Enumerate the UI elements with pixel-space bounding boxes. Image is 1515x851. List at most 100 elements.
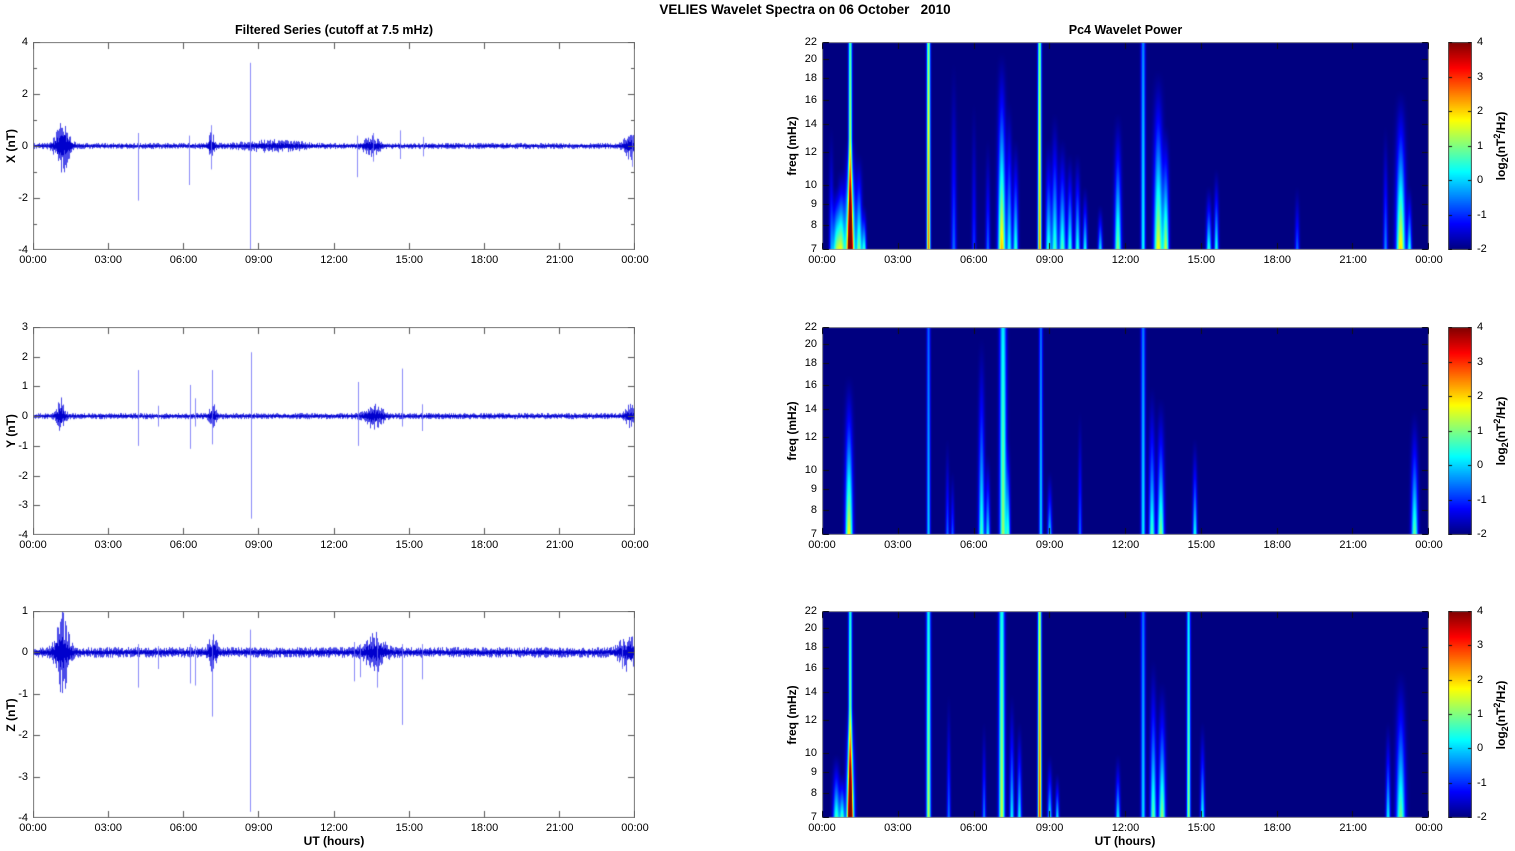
freq-tick-label: 8	[810, 503, 817, 516]
x-tick-label: 21:00	[1339, 254, 1367, 266]
freq-tick-label: 22	[804, 36, 817, 48]
freq-tick-label: 18	[804, 72, 817, 85]
y-tick-label: 2	[21, 88, 28, 100]
freq-tick-label: 8	[810, 218, 817, 231]
x-tick-label: 21:00	[1339, 539, 1367, 551]
freq-tick-label: 12	[804, 430, 817, 443]
colorbar-tick-label: 1	[1477, 139, 1484, 152]
y-tick-label: 3	[21, 321, 28, 333]
wavelet-spectrogram-y	[822, 327, 1429, 535]
x-tick-label: 12:00	[320, 822, 348, 834]
ylabel-freq-3: freq (mHz)	[785, 685, 799, 745]
freq-tick-label: 22	[804, 321, 817, 333]
y-tick-label: -2	[18, 192, 28, 204]
x-tick-label: 09:00	[1035, 254, 1064, 266]
x-tick-label: 00:00	[19, 822, 47, 834]
x-tick-label: 12:00	[1111, 822, 1140, 834]
freq-tick-label: 16	[804, 378, 817, 391]
freq-tick-label: 12	[804, 145, 817, 158]
x-tick-label: 12:00	[320, 254, 348, 266]
x-tick-label: 06:00	[959, 822, 988, 834]
freq-tick-label: 10	[804, 178, 817, 191]
colorbar-tick-label: 2	[1477, 673, 1484, 686]
y-tick-label: -4	[18, 529, 28, 541]
wavelet-spectrogram-z	[822, 611, 1429, 818]
x-tick-label: 06:00	[959, 539, 988, 551]
colorbar-tick-label: 3	[1477, 355, 1484, 368]
ylabel-freq-1: freq (mHz)	[785, 116, 799, 176]
x-tick-label: 06:00	[169, 539, 198, 551]
y-tick-label: -1	[18, 439, 28, 452]
x-tick-label: 18:00	[1263, 254, 1292, 266]
freq-tick-label: 16	[804, 93, 817, 106]
x-tick-label: 21:00	[545, 254, 574, 266]
colorbar-tick-label: 0	[1477, 174, 1484, 186]
freq-tick-label: 14	[804, 402, 817, 415]
x-tick-label: 00:00	[1415, 254, 1443, 266]
freq-tick-label: 18	[804, 357, 817, 370]
x-tick-label: 03:00	[94, 539, 123, 551]
left-column-title: Filtered Series (cutoff at 7.5 mHz)	[235, 23, 433, 37]
x-tick-label: 21:00	[545, 822, 574, 834]
x-tick-label: 00:00	[1415, 822, 1443, 834]
colorbar-tick-label: 0	[1477, 742, 1484, 755]
y-tick-label: 0	[21, 140, 28, 152]
x-tick-label: 12:00	[320, 539, 348, 551]
ylabel-y-nt: Y (nT)	[4, 414, 18, 448]
x-tick-label: 00:00	[808, 539, 836, 551]
x-tick-label: 03:00	[884, 822, 912, 834]
freq-tick-label: 12	[804, 714, 817, 727]
freq-tick-label: 9	[810, 197, 817, 210]
freq-tick-label: 10	[804, 746, 817, 759]
x-tick-label: 15:00	[395, 254, 424, 266]
x-tick-label: 09:00	[244, 254, 273, 266]
freq-tick-label: 18	[804, 641, 817, 654]
x-tick-label: 09:00	[1035, 822, 1064, 834]
colorbar-tick-label: -2	[1477, 811, 1487, 823]
colorbar-tick-label: 0	[1477, 459, 1484, 471]
x-tick-label: 15:00	[395, 539, 424, 551]
freq-tick-label: 7	[810, 243, 817, 255]
colorbar-label-3: log2(nT2/Hz)	[1491, 680, 1511, 750]
freq-tick-label: 20	[804, 622, 817, 635]
ylabel-freq-2: freq (mHz)	[785, 401, 799, 461]
colorbar-tick-label: 4	[1477, 605, 1484, 617]
x-tick-label: 18:00	[470, 539, 499, 551]
freq-tick-label: 7	[810, 811, 817, 823]
x-tick-label: 15:00	[395, 822, 424, 834]
x-tick-label: 00:00	[808, 254, 836, 266]
x-tick-label: 21:00	[1339, 822, 1367, 834]
y-tick-label: -1	[18, 687, 28, 700]
x-tick-label: 15:00	[1187, 254, 1216, 266]
x-tick-label: 00:00	[19, 254, 47, 266]
y-tick-label: 0	[21, 646, 28, 659]
colorbar-tick-label: 2	[1477, 390, 1484, 402]
x-tick-label: 00:00	[1415, 539, 1443, 551]
x-tick-label: 09:00	[244, 822, 273, 834]
x-tick-label: 00:00	[621, 822, 649, 834]
x-tick-label: 12:00	[1111, 254, 1140, 266]
colorbar-tick-label: 1	[1477, 708, 1484, 720]
x-tick-label: 00:00	[19, 539, 47, 551]
colorbar-tick-label: 3	[1477, 70, 1484, 83]
right-column-title: Pc4 Wavelet Power	[1068, 23, 1183, 37]
freq-tick-label: 20	[804, 338, 817, 351]
colorbar-tick-label: 4	[1477, 321, 1484, 333]
freq-tick-label: 16	[804, 662, 817, 675]
x-tick-label: 06:00	[169, 822, 198, 834]
y-tick-label: -4	[18, 812, 28, 824]
colorbar-z	[1448, 611, 1472, 818]
colorbar-tick-label: -2	[1477, 528, 1487, 540]
xlabel-right-ut-hours: UT (hours)	[1094, 834, 1156, 848]
freq-tick-label: 14	[804, 686, 817, 699]
x-tick-label: 00:00	[621, 254, 649, 266]
x-tick-label: 15:00	[1187, 822, 1216, 834]
colorbar-label-2: log2(nT2/Hz)	[1491, 396, 1511, 466]
freq-tick-label: 9	[810, 765, 817, 778]
y-tick-label: -2	[18, 469, 28, 482]
freq-tick-label: 7	[810, 528, 817, 540]
xlabel-left-ut-hours: UT (hours)	[303, 834, 365, 848]
freq-tick-label: 8	[810, 786, 817, 799]
freq-tick-label: 22	[804, 605, 817, 617]
